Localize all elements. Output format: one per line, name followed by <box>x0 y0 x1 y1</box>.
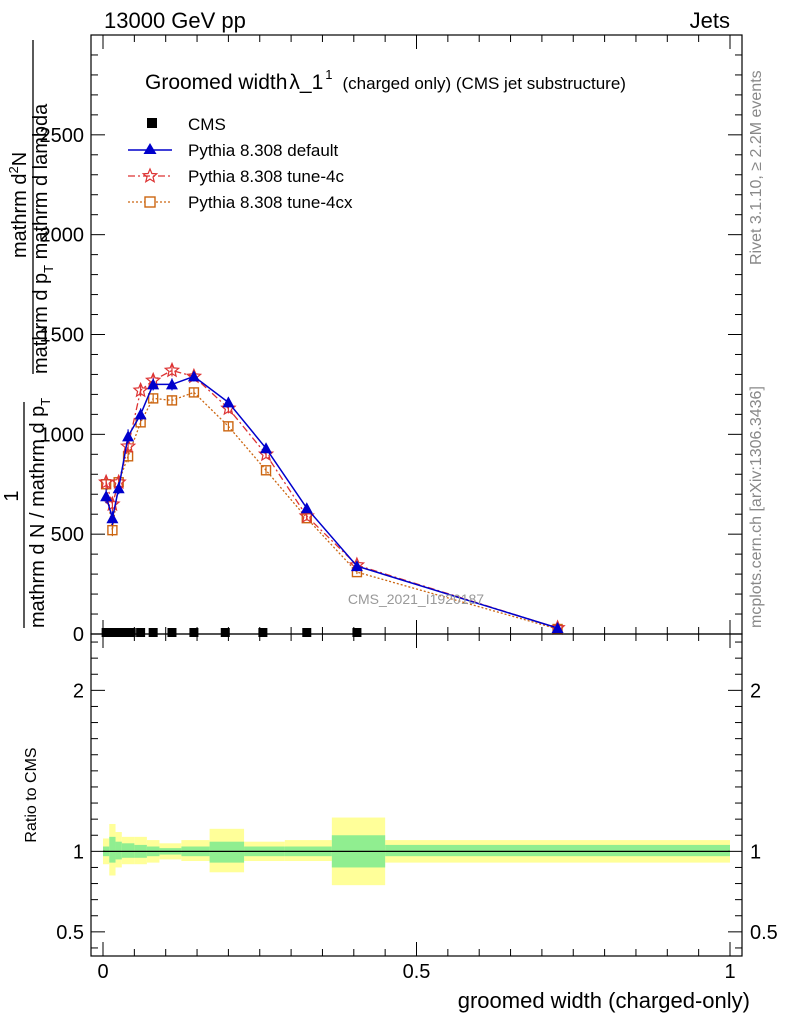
main-series-group <box>98 361 566 637</box>
series-point-2 <box>132 381 149 398</box>
ratio-y-tick-label-right: 2 <box>750 680 761 702</box>
series-point-3 <box>166 395 178 406</box>
series-point-1 <box>300 502 313 514</box>
legend-marker-tune4c <box>141 167 159 183</box>
series-line-1 <box>105 375 558 629</box>
series-point-1 <box>260 442 273 454</box>
ratio-band-inner <box>109 836 116 863</box>
cms-data-point <box>126 628 136 637</box>
series-point-3 <box>260 465 272 476</box>
y-tick-label: 500 <box>51 524 84 546</box>
series-point-3 <box>147 393 159 404</box>
ratio-y-tick-label-right: 1 <box>750 841 761 863</box>
cms-data-point <box>148 628 158 637</box>
legend-marker-default <box>143 143 157 154</box>
series-point-1 <box>122 430 135 442</box>
y-label-den-bottom-main: mathrm d N / mathrm d p <box>27 406 49 628</box>
legend-label-tune4c: Pythia 8.308 tune-4c <box>188 167 344 186</box>
x-tick-label: 1 <box>724 961 735 983</box>
series-point-2 <box>163 361 181 378</box>
y-label-den-top-sub: T <box>41 265 56 273</box>
watermark: CMS_2021_I1920187 <box>348 591 484 607</box>
y-label-num-top-sup: 2 <box>6 166 21 173</box>
ratio-y-tick-label: 0.5 <box>56 922 84 944</box>
cms-data-point <box>120 628 130 637</box>
ratio-axis-ticks: 0.5 0.5 1 1 2 2 0 0.5 1 <box>56 634 778 983</box>
series-point-2 <box>119 437 137 454</box>
series-line-2 <box>105 369 558 629</box>
ratio-band-inner <box>121 843 135 858</box>
main-y-axis-label: mathrm d2N mathrm d pT mathrm d lambda 1… <box>1 40 56 628</box>
y-label-num-top-main: mathrm d <box>9 174 31 258</box>
y-label-one: 1 <box>1 490 23 501</box>
x-tick-label: 0 <box>97 961 108 983</box>
y-tick-label: 2500 <box>40 125 85 147</box>
series-point-3 <box>223 421 234 432</box>
x-axis-label: groomed width (charged-only) <box>458 988 750 1013</box>
mcplots-label: mcplots.cern.ch [arXiv:1306.3436] <box>748 386 765 628</box>
legend-label-tune4cx: Pythia 8.308 tune-4cx <box>188 193 353 212</box>
series-point-1 <box>165 378 178 390</box>
cms-data-point <box>167 628 177 637</box>
y-tick-label: 2000 <box>40 225 85 247</box>
ratio-band-inner <box>385 844 730 857</box>
series-point-1 <box>187 370 200 382</box>
x-tick-label: 0.5 <box>403 961 431 983</box>
ratio-band-inner <box>209 841 245 863</box>
header-left: 13000 GeV pp <box>104 8 246 33</box>
y-label-num-top: mathrm d2N <box>6 152 31 258</box>
legend: CMS Pythia 8.308 default Pythia 8.308 tu… <box>128 115 353 212</box>
ratio-y-axis-label: Ratio to CMS <box>23 747 40 842</box>
cms-data-point <box>189 628 199 637</box>
y-label-den-top-rest: mathrm d lambda <box>30 103 52 265</box>
series-point-1 <box>112 482 125 494</box>
plot-title-lambda: λ_1 <box>289 71 323 94</box>
series-point-1 <box>551 622 564 634</box>
series-point-1 <box>147 378 160 390</box>
header-right: Jets <box>690 8 730 33</box>
series-point-1 <box>350 560 363 572</box>
legend-marker-cms <box>147 118 157 128</box>
series-line-3 <box>105 391 558 630</box>
y-label-den-bottom: mathrm d N / mathrm d pT <box>27 398 53 628</box>
series-point-1 <box>100 490 113 502</box>
cms-data-point <box>107 628 117 637</box>
y-tick-label: 1500 <box>40 325 85 347</box>
y-tick-label: 1000 <box>40 424 85 446</box>
y-tick-label-0: 0 <box>73 624 84 646</box>
ratio-y-tick-label-right: 0.5 <box>750 922 778 944</box>
cms-data-point <box>136 628 146 637</box>
ratio-y-tick-label: 2 <box>73 680 84 702</box>
cms-data-point <box>114 628 124 637</box>
series-point-1 <box>106 512 119 524</box>
series-point-3 <box>107 524 118 536</box>
plot-title-rest: (charged only) (CMS jet substructure) <box>343 74 626 93</box>
plot-title: Groomed widthλ_1 1 (charged only) (CMS jet… <box>145 67 626 94</box>
ratio-plot-frame <box>90 633 743 957</box>
main-axis-ticks: 500 1000 1500 2000 2500 <box>40 35 742 634</box>
y-label-den-top-main: mathrm d p <box>30 273 52 374</box>
y-label-num-top-rest: N <box>9 152 31 166</box>
series-point-3 <box>188 387 200 398</box>
plot-title-sup: 1 <box>325 67 332 82</box>
ratio-band-inner <box>115 841 122 860</box>
cms-data-point <box>220 628 230 637</box>
series-point-1 <box>222 396 235 408</box>
cms-data-point <box>302 628 312 637</box>
cms-data-point <box>352 628 362 637</box>
plot-title-main: Groomed width <box>145 71 287 94</box>
legend-label-cms: CMS <box>188 115 226 134</box>
ratio-bands-group <box>103 817 730 886</box>
ratio-y-tick-label: 1 <box>73 841 84 863</box>
cms-data-point <box>101 628 111 637</box>
cms-data-point <box>258 628 268 637</box>
series-point-1 <box>134 408 147 420</box>
y-label-den-top: mathrm d pT mathrm d lambda <box>30 103 56 374</box>
legend-label-default: Pythia 8.308 default <box>188 141 339 160</box>
y-label-den-bottom-sub: T <box>38 398 53 406</box>
rivet-label: Rivet 3.1.10, ≥ 2.2M events <box>748 70 765 265</box>
legend-marker-tune4cx <box>144 196 156 208</box>
